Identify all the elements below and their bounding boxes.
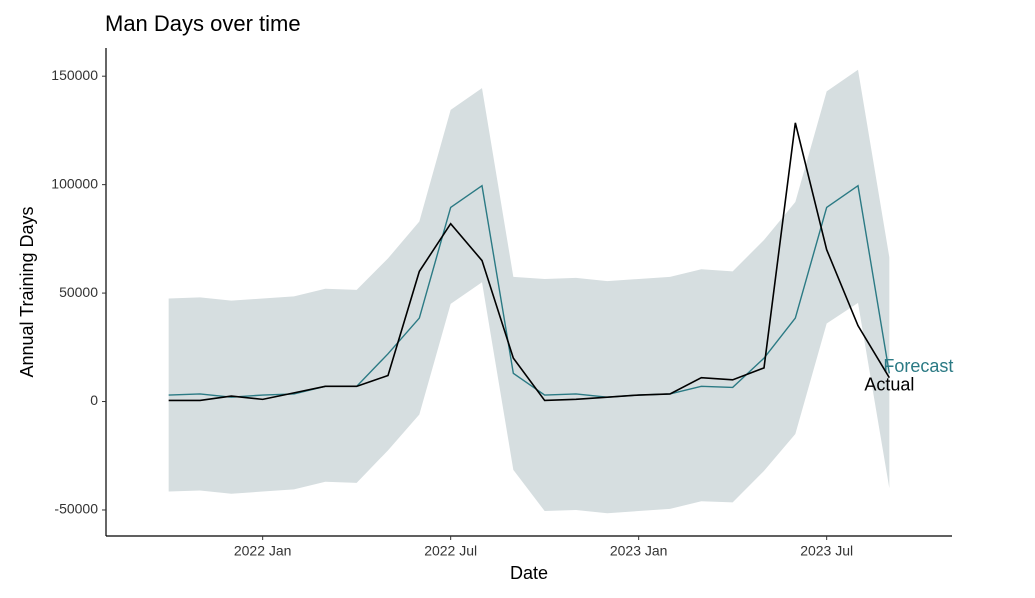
x-tick-label: 2022 Jul — [424, 543, 477, 559]
y-tick-label: 50000 — [59, 284, 98, 300]
x-tick-label: 2023 Jul — [800, 543, 853, 559]
series-label: Forecast — [883, 356, 953, 376]
series-label: Actual — [864, 374, 914, 394]
y-tick-label: -50000 — [54, 501, 98, 517]
confidence-band — [168, 69, 890, 514]
x-tick-label: 2023 Jan — [610, 543, 668, 559]
y-tick-label: 100000 — [51, 175, 98, 191]
y-tick-label: 150000 — [51, 67, 98, 83]
y-axis-label: Annual Training Days — [17, 206, 37, 377]
x-tick-label: 2022 Jan — [234, 543, 292, 559]
y-tick-label: 0 — [90, 392, 98, 408]
chart-title: Man Days over time — [105, 11, 301, 36]
series-line — [168, 122, 891, 402]
x-axis-label: Date — [510, 563, 548, 583]
